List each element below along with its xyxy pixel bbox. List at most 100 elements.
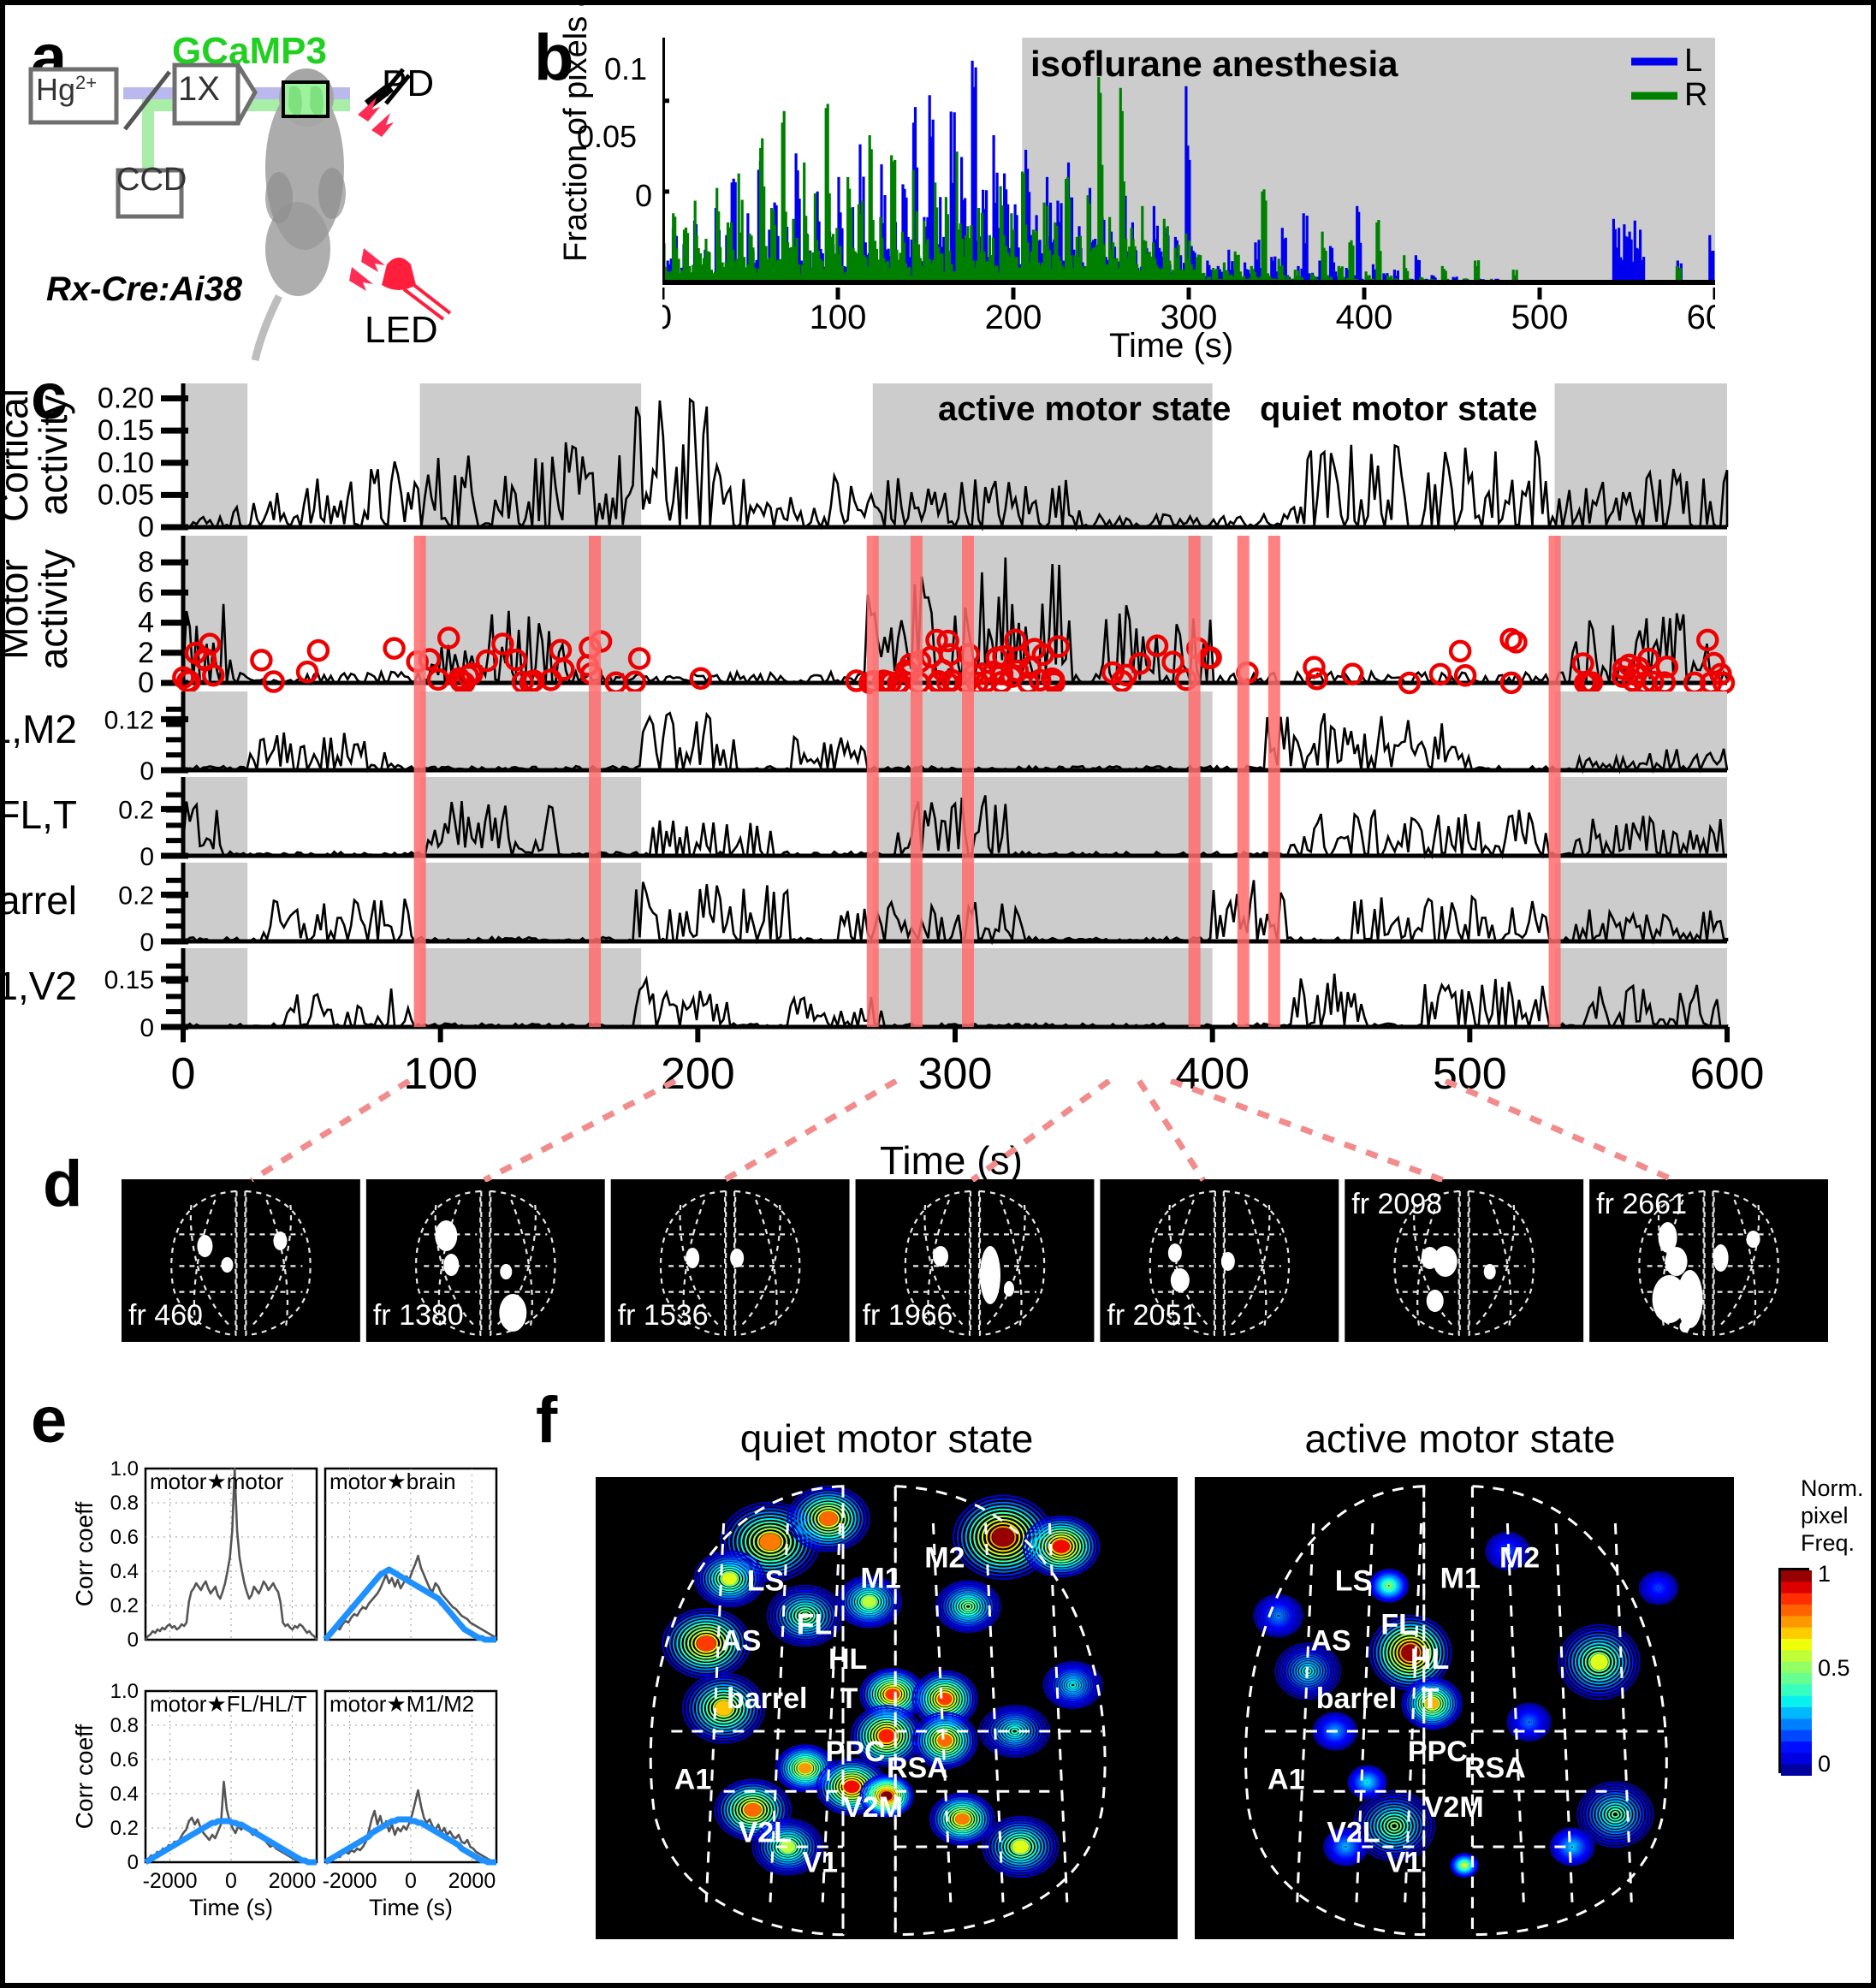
colorbar-title-1: Norm. [1801,1475,1864,1501]
svg-text:0.4: 0.4 [110,1783,139,1806]
colorbar-title-3: Freq. [1801,1530,1855,1556]
colorbar-tick-05: 0.5 [1818,1655,1850,1681]
svg-text:0.6: 0.6 [110,1526,139,1549]
panel-b-legend-R: R [1684,77,1708,113]
svg-text:-2000: -2000 [323,1869,377,1893]
svg-text:0.2: 0.2 [110,1817,139,1840]
svg-text:barrel: barrel [5,878,77,923]
panel-b-legend-L: L [1684,43,1703,79]
svg-text:6: 6 [138,576,154,608]
panel-b-plot [662,38,1715,286]
svg-text:HL,FL,T: HL,FL,T [5,792,77,837]
frame-caption: fr 1966 [863,1299,953,1332]
brain-map-active: LS M2 M1 FL AS HL barrel T PPC RSA A1 V2M V2L V1 [1195,1477,1734,1939]
region-label-hl: HL [1410,1643,1449,1676]
region-label-m1: M1 [1440,1563,1481,1595]
svg-text:0: 0 [138,667,154,699]
region-label-ppc: PPC [1408,1736,1468,1768]
region-label-a1: A1 [1267,1764,1304,1796]
svg-text:0: 0 [140,843,154,871]
active-motor-state-label-c: active motor state [938,390,1232,428]
region-label-ppc: PPC [826,1736,886,1768]
svg-text:0: 0 [140,757,154,786]
panel-e-subtitle: motor★FL/HL/T [150,1691,307,1717]
panel-b-label: b [534,21,574,94]
svg-text:0: 0 [405,1869,417,1893]
panel-a-diagram [22,22,519,365]
panel-b-xlabel: Time (s) [1109,327,1234,365]
ccd-label: CCD [116,162,187,198]
hg-source-label: Hg2+ [36,72,98,107]
svg-text:2000: 2000 [269,1869,317,1893]
svg-text:0: 0 [171,1049,196,1092]
frame-caption: fr 1380 [373,1299,464,1332]
svg-text:500: 500 [1511,299,1569,330]
isoflurane-band-label: isoflurane anesthesia [1030,44,1398,84]
region-label-rsa: RSA [887,1752,948,1784]
svg-text:0: 0 [662,299,672,330]
panel-b-xaxis: 0 100 200 300 400 500 600 [662,288,1715,330]
svg-text:Corr coeff: Corr coeff [71,1502,98,1607]
region-label-as: AS [721,1625,761,1658]
region-label-v2l: V2L [1327,1817,1380,1849]
region-label-fl: FL [1380,1609,1416,1641]
svg-text:0.2: 0.2 [110,1594,139,1617]
panel-c-label: c [31,360,68,433]
svg-text:0.20: 0.20 [98,383,154,415]
quiet-motor-state-label-c: quiet motor state [1260,390,1538,428]
svg-text:activity: activity [31,395,75,516]
colorbar-title-2: pixel [1801,1503,1849,1528]
svg-text:400: 400 [1336,299,1393,330]
panel-b-ytick-0-05: 0.05 [577,119,638,154]
panel-e-subtitle: motor★M1/M2 [329,1691,474,1717]
svg-text:0: 0 [138,511,154,543]
region-label-v2l: V2L [739,1817,792,1849]
panel-c-stack: 0 0.05 0.10 0.15 0.20 Cortical activity 0 2 4 6 8 Mo… [5,373,1876,1092]
svg-text:0.15: 0.15 [98,414,154,447]
genotype-label: Rx-Cre:Ai38 [46,270,242,308]
frame-caption: fr 460 [128,1299,203,1332]
frame-caption: fr 2098 [1351,1188,1442,1220]
region-label-t: T [1422,1682,1440,1715]
region-label-v1: V1 [1386,1847,1422,1879]
panel-b-legend [1630,48,1724,116]
svg-text:0.2: 0.2 [118,796,154,824]
region-label-m2: M2 [924,1541,965,1574]
pd-label: PD [382,62,435,104]
svg-text:100: 100 [810,299,867,330]
frame-caption: fr 2661 [1596,1188,1687,1220]
svg-text:0: 0 [225,1869,237,1893]
panel-e-xlabel: Time (s) [189,1895,273,1920]
region-label-ls: LS [747,1564,784,1597]
svg-text:0.8: 0.8 [110,1492,139,1515]
region-label-v2m: V2M [843,1791,903,1824]
panel-e-subtitle: motor★motor [150,1469,284,1494]
svg-text:0: 0 [128,1629,139,1652]
panel-cd-connectors [5,1079,1876,1182]
svg-text:0.6: 0.6 [110,1748,139,1771]
region-label-v2m: V2M [1424,1791,1484,1824]
brain-map-quiet: LS M2 M1 FL AS HL barrel T PPC RSA A1 V2M V2L V1 [596,1477,1178,1939]
svg-text:0.8: 0.8 [110,1714,139,1737]
svg-text:300: 300 [918,1049,993,1092]
panel-b-ytick-0: 0 [635,178,653,213]
region-label-as: AS [1310,1625,1351,1658]
objective-label: 1X [178,70,220,108]
quiet-motor-state-title-f: quiet motor state [739,1416,1034,1461]
gcamp-label: GCaMP3 [172,30,327,72]
svg-text:8: 8 [138,546,154,579]
svg-text:0: 0 [128,1851,139,1874]
svg-text:0.15: 0.15 [104,966,154,994]
svg-text:0.12: 0.12 [104,706,154,734]
region-label-barrel: barrel [1316,1682,1398,1715]
svg-text:400: 400 [1175,1049,1250,1092]
svg-text:600: 600 [1690,1049,1765,1092]
region-label-v1: V1 [802,1847,838,1879]
panel-e-grid: motor★motor 0 0.2 0.4 0.6 0.8 1.0 Corr coeff mot… [43,1460,556,1973]
svg-text:600: 600 [1687,299,1715,330]
svg-text:Corr coeff: Corr coeff [71,1724,98,1830]
svg-text:2: 2 [138,637,154,669]
region-label-fl: FL [797,1609,833,1641]
svg-text:300: 300 [1161,299,1218,330]
